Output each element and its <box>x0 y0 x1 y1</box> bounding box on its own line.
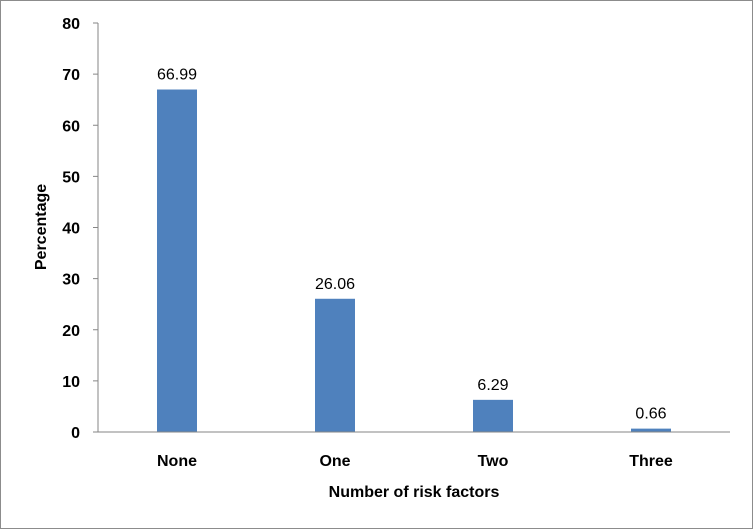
y-tick-label: 70 <box>62 67 80 84</box>
data-label: 6.29 <box>477 377 508 394</box>
y-tick-label: 0 <box>71 425 80 442</box>
x-tick-label: None <box>157 453 197 470</box>
data-label: 0.66 <box>635 406 666 423</box>
y-tick-label: 30 <box>62 272 80 289</box>
x-axis-label: Number of risk factors <box>329 484 500 501</box>
bar-none <box>157 89 197 433</box>
y-tick-label: 60 <box>62 118 80 135</box>
data-label: 66.99 <box>157 67 197 84</box>
y-tick-label: 10 <box>62 374 80 391</box>
bar-three <box>631 428 671 432</box>
y-tick-label: 50 <box>62 169 80 186</box>
y-tick-label: 20 <box>62 323 80 340</box>
bar-one <box>315 298 355 432</box>
y-tick-label: 40 <box>62 221 80 238</box>
x-tick-label: Three <box>629 453 673 470</box>
y-axis-label: Percentage <box>33 184 50 270</box>
x-tick-label: One <box>319 453 350 470</box>
x-tick-label: Two <box>478 453 509 470</box>
data-label: 26.06 <box>315 276 355 293</box>
y-tick-label: 80 <box>62 16 80 33</box>
bar-two <box>473 399 513 432</box>
